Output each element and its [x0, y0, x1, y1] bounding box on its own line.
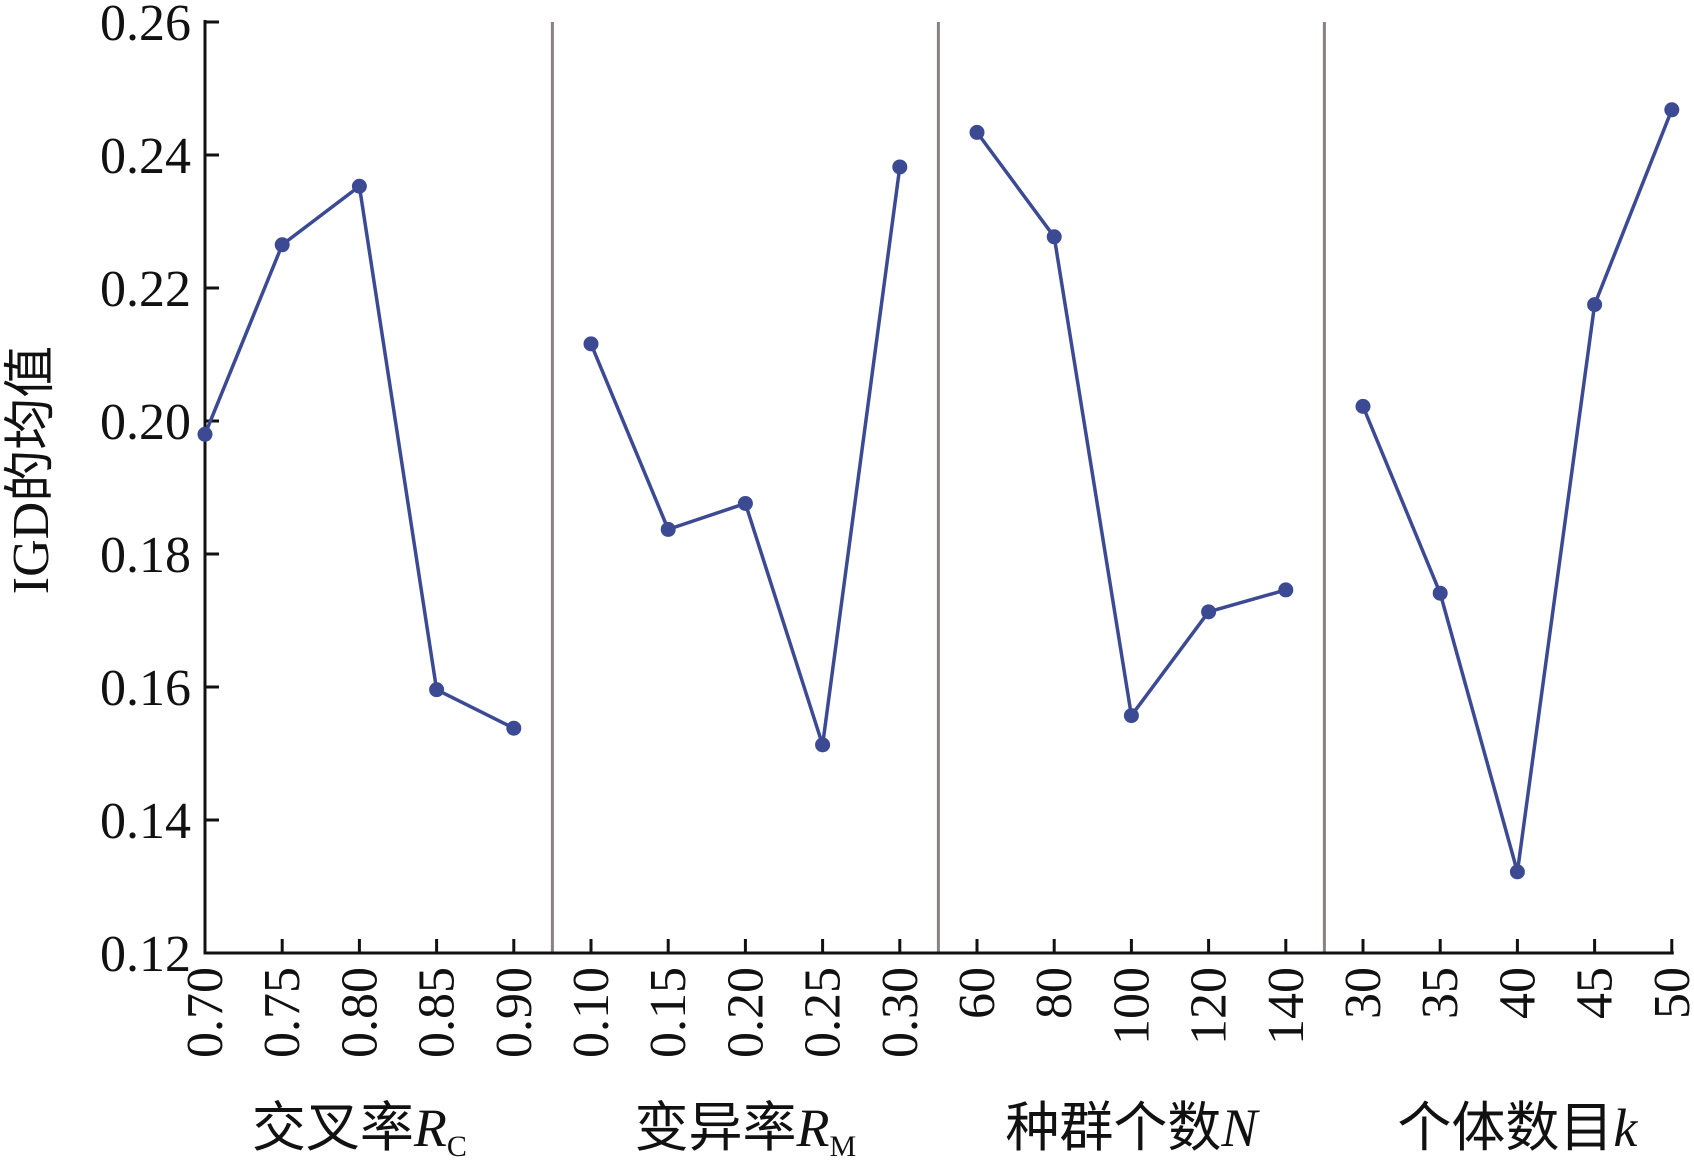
data-point [429, 682, 445, 698]
data-point [1046, 229, 1062, 245]
data-point [1278, 582, 1294, 598]
y-axis-label: IGD的均值 [3, 346, 60, 594]
data-point [1123, 708, 1139, 724]
x-tick-label: 40 [1489, 967, 1546, 1019]
data-line [1361, 109, 1674, 874]
y-tick-label: 0.12 [100, 926, 191, 983]
group-label: 变异率RM [635, 1098, 857, 1163]
data-point [660, 521, 676, 537]
data-point [197, 426, 213, 442]
data-line [203, 184, 515, 730]
data-point [506, 720, 522, 736]
x-tick-label: 0.30 [872, 967, 929, 1058]
y-tick-label: 0.26 [100, 0, 191, 52]
data-point [737, 495, 753, 511]
data-point [1587, 297, 1603, 313]
x-tick-label: 0.90 [486, 967, 543, 1058]
y-tick-label: 0.14 [100, 793, 191, 850]
data-point [815, 737, 831, 753]
data-line [975, 131, 1287, 718]
group-label-subscript: C [447, 1130, 467, 1163]
group-label: 个体数目k [1397, 1098, 1638, 1158]
group-label: 种群个数N [1005, 1098, 1260, 1158]
x-tick-label: 0.80 [331, 967, 388, 1058]
x-tick-label: 120 [1181, 967, 1238, 1045]
data-point [274, 237, 290, 253]
x-tick-label: 0.15 [640, 967, 697, 1058]
x-tick-label: 0.10 [563, 967, 620, 1058]
group-label-text: 种群个数 [1005, 1098, 1221, 1158]
y-tick-label: 0.22 [100, 261, 191, 318]
data-point [1432, 585, 1448, 601]
group-label-text: 个体数目 [1397, 1098, 1613, 1158]
x-tick-label: 30 [1335, 967, 1392, 1019]
group-label: 交叉率RC [252, 1098, 467, 1163]
x-tick-label: 0.25 [795, 967, 852, 1058]
y-tick-label: 0.24 [100, 128, 191, 185]
x-tick-label: 100 [1103, 967, 1160, 1045]
group-label-symbol: k [1613, 1098, 1638, 1158]
data-point [351, 178, 367, 194]
x-tick-label: 45 [1567, 967, 1624, 1019]
y-tick-label: 0.16 [100, 660, 191, 717]
x-tick-label: 60 [949, 967, 1006, 1019]
x-tick-label: 50 [1644, 967, 1694, 1019]
x-tick-label: 35 [1412, 967, 1469, 1019]
data-point [1201, 604, 1217, 620]
data-point [583, 336, 599, 352]
group-label-symbol: R [413, 1098, 447, 1158]
group-label-subscript: M [830, 1130, 857, 1163]
data-point [1355, 398, 1371, 414]
data-point [969, 124, 985, 140]
x-tick-label: 0.70 [177, 967, 234, 1058]
x-tick-label: 140 [1258, 967, 1315, 1045]
y-tick-label: 0.20 [100, 394, 191, 451]
x-tick-label: 0.20 [717, 967, 774, 1058]
data-point [1664, 102, 1680, 118]
x-tick-label: 80 [1026, 967, 1083, 1019]
x-tick-label: 0.75 [254, 967, 311, 1058]
data-line [589, 166, 902, 747]
group-label-text: 变异率 [635, 1098, 797, 1158]
data-point [1509, 864, 1525, 880]
x-tick-label: 0.85 [409, 967, 466, 1058]
group-label-symbol: N [1220, 1098, 1260, 1158]
group-label-text: 交叉率 [252, 1098, 414, 1158]
data-point [892, 159, 908, 175]
y-tick-label: 0.18 [100, 527, 191, 584]
group-label-symbol: R [796, 1098, 830, 1158]
